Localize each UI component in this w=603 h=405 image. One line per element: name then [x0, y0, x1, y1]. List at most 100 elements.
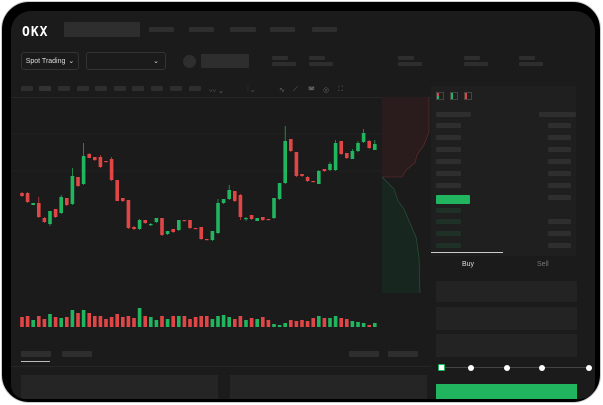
volume-bar: [322, 318, 327, 327]
stat-value: [464, 62, 488, 66]
amount-input[interactable]: [436, 307, 577, 330]
candle-body: [255, 218, 259, 221]
candle-body: [37, 203, 41, 217]
volume-bar: [367, 325, 371, 327]
volume-bar: [300, 320, 304, 327]
volume-bar: [42, 319, 47, 327]
candle-body: [115, 180, 119, 201]
amount-slider[interactable]: [438, 364, 592, 371]
bid-amount: [548, 219, 571, 224]
order-card: [21, 375, 218, 399]
nav-item[interactable]: [312, 27, 337, 32]
stat-label: [464, 56, 480, 60]
candle-body: [20, 193, 24, 196]
sell-tab[interactable]: Sell: [537, 261, 549, 268]
camera-icon[interactable]: ◚: [308, 87, 315, 94]
volume-bar: [126, 316, 131, 327]
timeframe-tab[interactable]: [132, 86, 144, 91]
timeframe-tab[interactable]: [58, 86, 70, 91]
timeframe-tab[interactable]: [170, 86, 182, 91]
settings-icon[interactable]: ◎: [323, 87, 330, 94]
candle-body: [272, 198, 276, 218]
book-both-icon[interactable]: [436, 92, 444, 100]
candle-body: [266, 219, 271, 221]
slider-step-75[interactable]: [539, 365, 545, 371]
volume-bar: [317, 316, 321, 327]
book-asks-icon[interactable]: [464, 92, 472, 100]
candle-body: [171, 229, 175, 232]
candle-body: [261, 217, 265, 220]
volume-bar: [149, 317, 153, 327]
search-bar[interactable]: [64, 22, 140, 37]
nav-item[interactable]: [270, 27, 295, 32]
volume-bar: [165, 319, 170, 327]
buy-tab[interactable]: Buy: [462, 261, 475, 268]
bid-price: [436, 243, 461, 248]
candle-body: [339, 141, 343, 154]
volume-bar: [311, 318, 315, 327]
bid-price: [436, 231, 461, 236]
timeframe-tab[interactable]: [114, 86, 126, 91]
candle-body: [126, 200, 131, 228]
timeframe-tab[interactable]: [21, 86, 33, 91]
market-type-dropdown[interactable]: Spot Trading ⌄: [21, 52, 79, 70]
timeframe-tab[interactable]: [151, 86, 163, 91]
volume-bar: [70, 310, 75, 327]
volume-bar: [53, 317, 58, 327]
candlestick-chart[interactable]: [11, 97, 431, 337]
chevron-down-icon: ⌄: [68, 58, 75, 65]
slider-step-50[interactable]: [504, 365, 510, 371]
buy-tab-indicator: [431, 252, 503, 253]
bid-amount: [548, 243, 571, 248]
candle-body: [132, 227, 136, 229]
timeframe-tab[interactable]: [39, 86, 51, 91]
nav-item[interactable]: [189, 27, 214, 32]
volume-bar: [216, 316, 220, 327]
volume-bar: [249, 318, 254, 327]
book-bids-icon[interactable]: [450, 92, 458, 100]
fullscreen-icon[interactable]: ⛶: [338, 86, 343, 93]
volume-bar: [244, 320, 248, 327]
price-input[interactable]: [436, 281, 577, 302]
timeframe-tab[interactable]: [95, 86, 107, 91]
chart-type-icon[interactable]: ⫶ ⌄: [247, 86, 255, 93]
buy-button[interactable]: [436, 384, 577, 399]
volume-bar: [76, 313, 80, 327]
volume-bar: [154, 320, 159, 327]
volume-bar: [193, 317, 198, 327]
market-type-label: Spot Trading: [25, 57, 66, 65]
volume-bar: [272, 324, 276, 327]
slider-step-100[interactable]: [586, 365, 592, 371]
nav-item[interactable]: [230, 27, 256, 32]
pair-dropdown[interactable]: ⌄: [86, 52, 166, 70]
orders-filter[interactable]: [388, 351, 418, 357]
okx-logo[interactable]: OKX: [22, 25, 49, 40]
nav-item[interactable]: [149, 27, 174, 32]
depth-bids-area: [382, 177, 420, 293]
candle-body: [109, 159, 114, 180]
ask-price: [436, 147, 461, 152]
timeframe-tab[interactable]: [77, 86, 89, 91]
line-icon[interactable]: ∿: [279, 87, 285, 94]
volume-bar: [137, 308, 142, 327]
candle-body: [277, 183, 282, 199]
volume-bar: [48, 314, 52, 327]
orders-tab-open[interactable]: [21, 351, 51, 357]
total-input[interactable]: [436, 334, 577, 357]
volume-bar: [115, 314, 119, 327]
slider-handle[interactable]: [438, 364, 445, 371]
volume-bar: [255, 319, 259, 327]
ask-amount: [548, 147, 571, 152]
volume-bar: [81, 310, 86, 327]
orders-tab-history[interactable]: [62, 351, 92, 357]
volume-bar: [289, 320, 293, 327]
timeframe-tab[interactable]: [189, 86, 201, 91]
candle-body: [300, 174, 304, 176]
candle-body: [81, 156, 86, 184]
ruler-icon[interactable]: ⟋: [293, 86, 298, 93]
orders-filter[interactable]: [349, 351, 379, 357]
slider-step-25[interactable]: [468, 365, 474, 371]
candle-body: [210, 231, 215, 240]
indicator-icon[interactable]: 〰 ⌄: [209, 88, 224, 95]
volume-bar: [345, 319, 349, 327]
